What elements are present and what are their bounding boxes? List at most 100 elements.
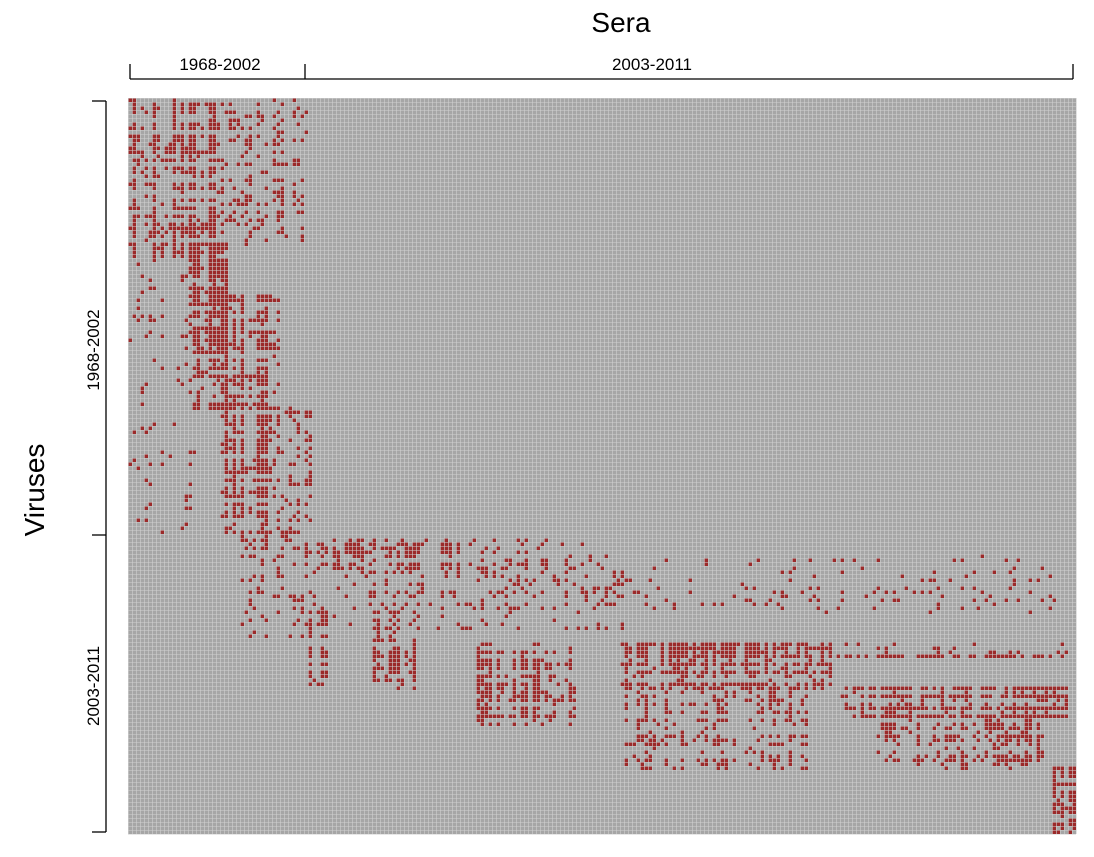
measured-cell bbox=[232, 530, 236, 534]
measured-cell bbox=[224, 282, 228, 286]
measured-cell bbox=[1068, 794, 1072, 798]
measured-cell bbox=[232, 422, 236, 426]
measured-cell bbox=[876, 586, 880, 590]
measured-cell bbox=[1068, 822, 1072, 826]
measured-cell bbox=[604, 594, 608, 598]
measured-cell bbox=[804, 758, 808, 762]
measured-cell bbox=[408, 554, 412, 558]
measured-cell bbox=[992, 762, 996, 766]
measured-cell bbox=[712, 758, 716, 762]
measured-cell bbox=[916, 758, 920, 762]
measured-cell bbox=[824, 610, 828, 614]
measured-cell bbox=[784, 646, 788, 650]
measured-cell bbox=[1008, 706, 1012, 710]
measured-cell bbox=[416, 546, 420, 550]
measured-cell bbox=[504, 586, 508, 590]
measured-cell bbox=[812, 670, 816, 674]
measured-cell bbox=[212, 314, 216, 318]
measured-cell bbox=[960, 726, 964, 730]
measured-cell bbox=[252, 538, 256, 542]
measured-cell bbox=[800, 698, 804, 702]
measured-cell bbox=[324, 634, 328, 638]
measured-cell bbox=[264, 418, 268, 422]
measured-cell bbox=[668, 642, 672, 646]
measured-cell bbox=[256, 470, 260, 474]
measured-cell bbox=[304, 450, 308, 454]
measured-cell bbox=[932, 758, 936, 762]
measured-cell bbox=[760, 650, 764, 654]
measured-cell bbox=[276, 122, 280, 126]
measured-cell bbox=[960, 758, 964, 762]
measured-cell bbox=[1036, 758, 1040, 762]
measured-cell bbox=[984, 718, 988, 722]
measured-cell bbox=[1064, 694, 1068, 698]
measured-cell bbox=[536, 686, 540, 690]
measured-cell bbox=[188, 302, 192, 306]
measured-cell bbox=[264, 310, 268, 314]
measured-cell bbox=[884, 714, 888, 718]
measured-cell bbox=[216, 314, 220, 318]
measured-cell bbox=[264, 530, 268, 534]
measured-cell bbox=[280, 102, 284, 106]
measured-cell bbox=[172, 142, 176, 146]
measured-cell bbox=[680, 758, 684, 762]
measured-cell bbox=[716, 706, 720, 710]
measured-cell bbox=[388, 654, 392, 658]
measured-cell bbox=[984, 694, 988, 698]
measured-cell bbox=[904, 694, 908, 698]
measured-cell bbox=[524, 682, 528, 686]
measured-cell bbox=[276, 570, 280, 574]
measured-cell bbox=[208, 358, 212, 362]
measured-cell bbox=[776, 710, 780, 714]
measured-cell bbox=[820, 650, 824, 654]
measured-cell bbox=[496, 546, 500, 550]
measured-cell bbox=[468, 626, 472, 630]
measured-cell bbox=[552, 606, 556, 610]
measured-cell bbox=[152, 206, 156, 210]
measured-cell bbox=[724, 710, 728, 714]
measured-cell bbox=[244, 470, 248, 474]
measured-cell bbox=[196, 406, 200, 410]
measured-cell bbox=[188, 494, 192, 498]
measured-cell bbox=[296, 598, 300, 602]
measured-cell bbox=[320, 554, 324, 558]
measured-cell bbox=[240, 386, 244, 390]
measured-cell bbox=[252, 630, 256, 634]
measured-cell bbox=[304, 430, 308, 434]
measured-cell bbox=[788, 578, 792, 582]
measured-cell bbox=[472, 538, 476, 542]
measured-cell bbox=[800, 590, 804, 594]
measured-cell bbox=[712, 674, 716, 678]
measured-cell bbox=[280, 162, 284, 166]
measured-cell bbox=[1012, 734, 1016, 738]
measured-cell bbox=[744, 646, 748, 650]
measured-cell bbox=[224, 258, 228, 262]
measured-cell bbox=[1000, 754, 1004, 758]
measured-cell bbox=[624, 686, 628, 690]
measured-cell bbox=[932, 578, 936, 582]
measured-cell bbox=[484, 710, 488, 714]
measured-cell bbox=[572, 566, 576, 570]
measured-cell bbox=[272, 142, 276, 146]
measured-cell bbox=[680, 766, 684, 770]
measured-cell bbox=[260, 334, 264, 338]
measured-cell bbox=[724, 682, 728, 686]
measured-cell bbox=[160, 202, 164, 206]
measured-cell bbox=[516, 550, 520, 554]
measured-cell bbox=[656, 722, 660, 726]
measured-cell bbox=[176, 138, 180, 142]
measured-cell bbox=[276, 310, 280, 314]
measured-cell bbox=[852, 706, 856, 710]
measured-cell bbox=[132, 138, 136, 142]
measured-cell bbox=[1024, 758, 1028, 762]
measured-cell bbox=[132, 250, 136, 254]
measured-cell bbox=[220, 362, 224, 366]
measured-cell bbox=[180, 122, 184, 126]
measured-cell bbox=[804, 650, 808, 654]
measured-cell bbox=[964, 766, 968, 770]
measured-cell bbox=[420, 590, 424, 594]
measured-cell bbox=[192, 222, 196, 226]
measured-cell bbox=[264, 502, 268, 506]
measured-cell bbox=[236, 394, 240, 398]
measured-cell bbox=[316, 610, 320, 614]
